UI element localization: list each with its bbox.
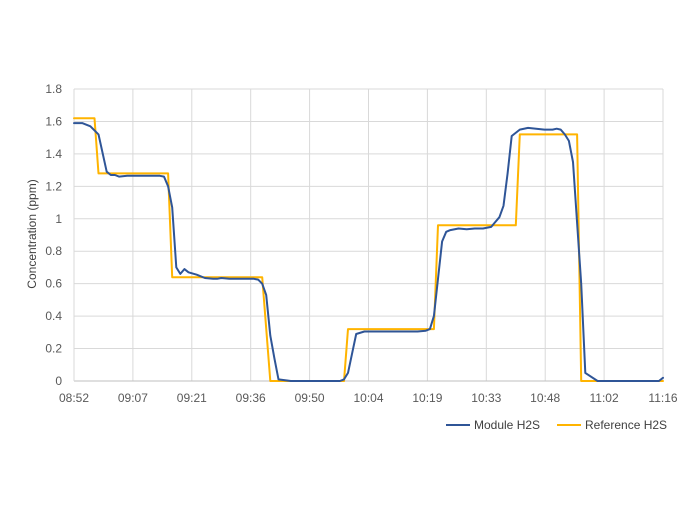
x-tick-label: 10:48	[530, 391, 560, 405]
y-tick-label: 1.6	[45, 114, 62, 128]
y-tick-label: 1	[55, 212, 62, 226]
y-tick-label: 1.2	[45, 179, 62, 193]
series-line-module-h2s	[73, 122, 664, 382]
legend-item-module-h2s: Module H2S	[446, 418, 540, 432]
x-tick-label: 09:21	[177, 391, 207, 405]
axes	[73, 89, 663, 382]
y-tick-label: 1.4	[45, 147, 62, 161]
y-axis-title: Concentration (ppm)	[25, 179, 39, 288]
x-tick-label: 11:02	[590, 391, 619, 405]
y-tick-label: 0.2	[45, 342, 62, 356]
x-tick-label: 09:36	[236, 391, 266, 405]
legend-item-reference-h2s: Reference H2S	[557, 418, 667, 432]
x-tick-label: 10:33	[471, 391, 501, 405]
legend: Module H2S Reference H2S	[446, 418, 667, 432]
x-tick-label: 11:16	[648, 391, 677, 405]
x-tick-label: 08:52	[59, 391, 89, 405]
x-tick-label: 09:50	[295, 391, 325, 405]
x-tick-label: 10:19	[412, 391, 442, 405]
legend-label: Reference H2S	[585, 418, 667, 432]
tick-labels: 0 0.2 0.4 0.6 0.8 1 1.2 1.4 1.6 1.8 08:52 09:07 09:2…	[45, 82, 678, 405]
y-tick-label: 0.6	[45, 277, 62, 291]
x-tick-label: 09:07	[118, 391, 148, 405]
series-line-reference-h2s	[73, 117, 664, 382]
legend-label: Module H2S	[474, 418, 540, 432]
series-lines	[73, 117, 664, 382]
y-tick-label: 0	[55, 374, 62, 388]
y-tick-label: 1.8	[45, 82, 62, 96]
gridlines	[74, 88, 664, 381]
x-tick-label: 10:04	[353, 391, 383, 405]
y-tick-label: 0.8	[45, 244, 62, 258]
y-tick-label: 0.4	[45, 309, 62, 323]
